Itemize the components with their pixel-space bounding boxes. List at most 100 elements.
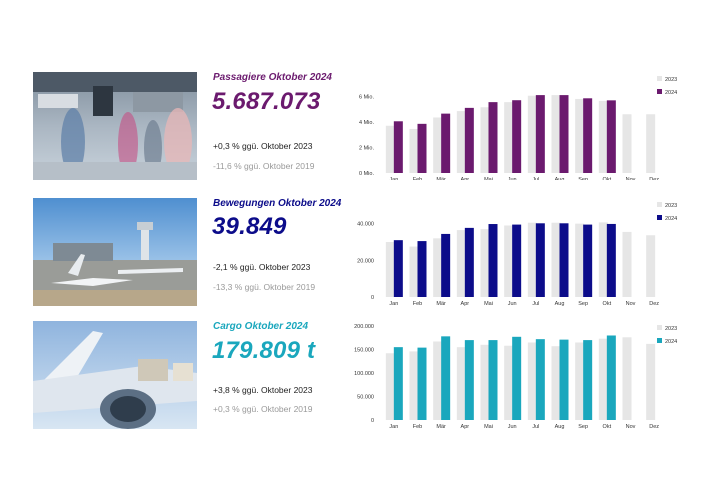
bar-2023-Mär (433, 117, 443, 173)
x-tick-label: Apr (461, 177, 470, 180)
cargo-section: Cargo Oktober 2024 179.809 t +3,8 % ggü.… (0, 321, 710, 429)
bar-2023-Feb (409, 128, 419, 173)
bar-2024-Aug (559, 223, 569, 297)
bar-2023-Okt (598, 100, 608, 173)
bar-2023-Apr (456, 111, 466, 173)
x-tick-label: Jan (389, 177, 398, 180)
bar-2023-Jul (527, 222, 537, 297)
bar-2023-Jan (385, 242, 395, 297)
x-tick-label: Mär (436, 301, 446, 306)
bar-2023-Nov (622, 337, 632, 420)
x-tick-label: Jul (532, 301, 539, 306)
y-tick-label: 6 Mio. (359, 94, 374, 100)
y-tick-label: 4 Mio. (359, 120, 374, 126)
legend-label-2023: 2023 (665, 326, 677, 332)
bar-2023-Sep (575, 342, 585, 420)
bar-2024-Okt (606, 223, 616, 297)
bar-2023-Sep (575, 223, 585, 297)
bar-2023-Feb (409, 351, 419, 420)
movements-section: Bewegungen Oktober 2024 39.849 -2,1 % gg… (0, 198, 710, 306)
legend-label-2024: 2024 (665, 90, 677, 96)
bar-2023-Mai (480, 107, 490, 173)
movements-title: Bewegungen Oktober 2024 (213, 198, 342, 209)
y-tick-label: 200.000 (354, 324, 374, 330)
bar-2023-Mär (433, 341, 443, 420)
passengers-value: 5.687.073 (212, 88, 321, 115)
legend-swatch-2023 (657, 76, 662, 81)
movements-value: 39.849 (212, 213, 287, 240)
bar-2023-Jul (527, 95, 537, 173)
cargo-change-prev-year: +3,8 % ggü. Oktober 2023 (213, 385, 313, 395)
x-tick-label: Mär (436, 424, 446, 429)
cargo-value: 179.809 t (212, 337, 316, 364)
bar-2023-Mär (433, 238, 443, 297)
bar-2023-Dez (646, 235, 656, 297)
x-tick-label: Jun (508, 301, 517, 306)
bar-2023-Mai (480, 344, 490, 420)
movements-chart: 0 20.000 40.000 Jan Feb Mär Apr Mai Jun Jul Aug Sep… (357, 202, 677, 306)
passengers-chart: 0 Mio. 2 Mio. 4 Mio. 6 Mio. Jan Feb Mär Apr Mai J… (359, 76, 677, 180)
x-tick-label: Feb (413, 424, 422, 429)
passengers-section: Passagiere Oktober 2024 5.687.073 +0,3 %… (0, 72, 710, 180)
legend-swatch-2024 (657, 338, 662, 343)
bar-2024-Aug (559, 339, 569, 420)
x-tick-label: Sep (578, 301, 588, 306)
bar-2023-Aug (551, 95, 561, 173)
legend-label-2024: 2024 (665, 339, 677, 345)
bar-2023-Jan (385, 353, 395, 420)
bar-2023-Okt (598, 338, 608, 420)
legend-label-2023: 2023 (665, 77, 677, 83)
x-tick-label: Nov (626, 177, 636, 180)
y-tick-label: 40.000 (357, 222, 374, 228)
legend-label-2024: 2024 (665, 216, 677, 222)
airport-apron-photo (33, 198, 197, 306)
movements-change-prev-year: -2,1 % ggü. Oktober 2023 (213, 262, 311, 272)
bar-2024-Sep (583, 98, 593, 173)
bar-2023-Jul (527, 342, 537, 420)
x-tick-label: Feb (413, 177, 422, 180)
bar-2023-Aug (551, 346, 561, 420)
bar-2023-Dez (646, 114, 656, 173)
bar-2024-Jul (535, 339, 545, 420)
x-tick-label: Aug (555, 301, 565, 306)
bar-2024-Jul (535, 223, 545, 297)
bar-2024-Jan (393, 347, 403, 420)
bar-2024-Jan (393, 240, 403, 297)
y-tick-label: 50.000 (357, 395, 374, 401)
x-tick-label: Dez (649, 424, 659, 429)
x-tick-label: Jan (389, 424, 398, 429)
bar-2023-Okt (598, 222, 608, 297)
bar-2023-Apr (456, 230, 466, 297)
legend-swatch-2024 (657, 215, 662, 220)
bar-2023-Jun (504, 345, 514, 420)
x-tick-label: Mär (436, 177, 446, 180)
bar-2024-Jan (393, 121, 403, 173)
bar-2023-Dez (646, 343, 656, 420)
x-tick-label: Okt (603, 177, 612, 180)
y-tick-label: 100.000 (354, 371, 374, 377)
bar-2024-Feb (417, 123, 427, 173)
x-tick-label: Apr (461, 424, 470, 429)
x-tick-label: Jun (508, 177, 517, 180)
bar-2023-Jan (385, 125, 395, 173)
x-tick-label: Nov (626, 424, 636, 429)
y-tick-label: 20.000 (357, 258, 374, 264)
passengers-title: Passagiere Oktober 2024 (213, 72, 332, 83)
bar-2023-Mai (480, 229, 490, 297)
y-tick-label: 0 (371, 418, 374, 424)
bar-2023-Nov (622, 231, 632, 297)
x-tick-label: Okt (603, 301, 612, 306)
bar-2024-Okt (606, 335, 616, 420)
bar-2024-Feb (417, 347, 427, 420)
y-tick-label: 0 (371, 295, 374, 301)
bar-2023-Apr (456, 347, 466, 420)
x-tick-label: Jan (389, 301, 398, 306)
bar-2024-Apr (464, 340, 474, 420)
x-tick-label: Aug (555, 424, 565, 429)
bar-2024-Mär (441, 233, 451, 297)
bar-2024-Mär (441, 336, 451, 420)
x-tick-label: Mai (484, 301, 493, 306)
bar-2024-Jun (512, 336, 522, 420)
bar-2024-Jun (512, 100, 522, 173)
bar-2024-Apr (464, 107, 474, 173)
